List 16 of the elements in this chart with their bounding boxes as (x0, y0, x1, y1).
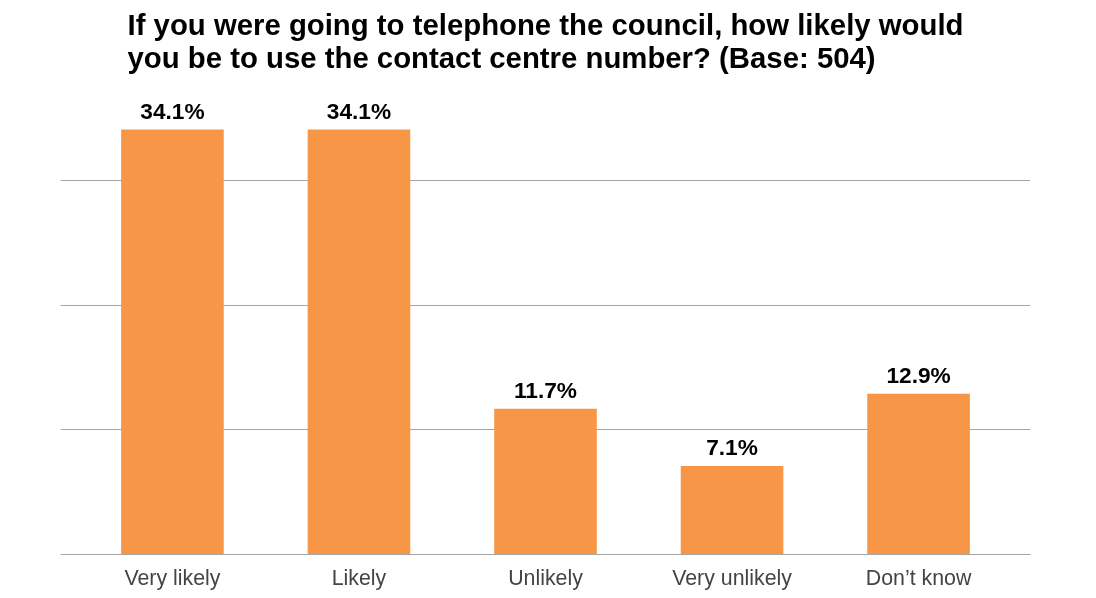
bar (307, 129, 411, 555)
x-tick-label: Very unlikely (672, 565, 793, 590)
bar (867, 393, 970, 555)
chart-title: If you were going to telephone the council, how likely would you be to use the contact centre number? (Base: 504) (127, 7, 964, 74)
bar (680, 466, 784, 555)
bar (494, 408, 597, 555)
data-label: 11.7% (514, 376, 577, 403)
x-tick-label: Likely (331, 565, 387, 590)
data-label: 12.9% (886, 361, 951, 388)
bar (121, 129, 224, 555)
x-tick-label: Very likely (124, 565, 221, 590)
data-label: 34.1% (140, 97, 205, 124)
x-tick-label: Don’t know (865, 565, 972, 590)
data-label: 7.1% (706, 434, 758, 461)
data-label: 34.1% (326, 97, 392, 124)
x-tick-label: Unlikely (508, 565, 584, 590)
